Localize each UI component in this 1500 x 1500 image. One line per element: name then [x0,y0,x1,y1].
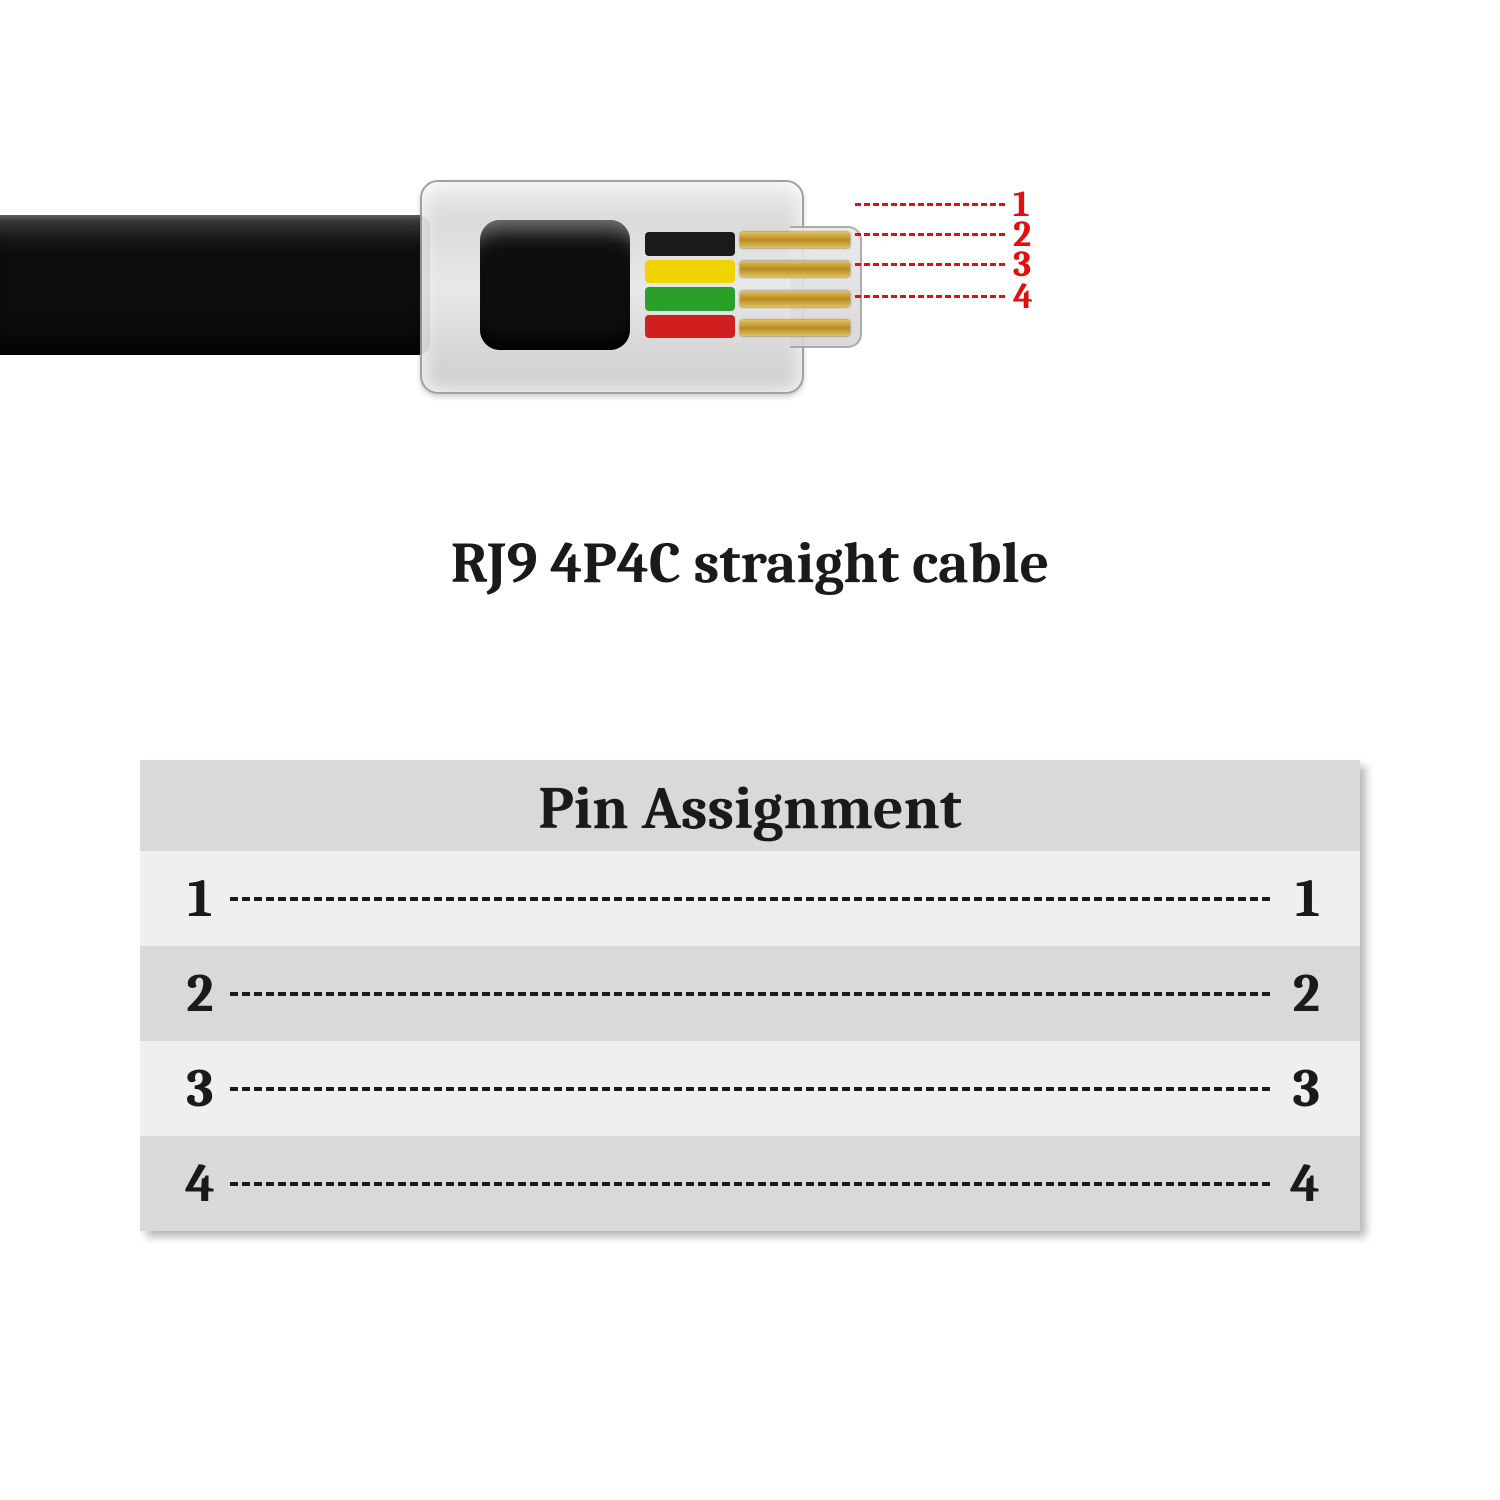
rj9-connector [420,180,850,390]
wire-4 [645,315,735,339]
gold-contacts [740,232,850,336]
pin-callout-label: 4 [1013,276,1033,317]
pin-connection-line [230,1182,1270,1186]
pin-leader [855,295,1005,298]
pin-left: 2 [180,962,220,1025]
pin-leader [855,203,1005,206]
pin-callout-1: 1 [855,190,1030,218]
pin-right: 2 [1280,962,1320,1025]
diagram-title: RJ9 4P4C straight cable [0,530,1500,597]
pin-leader [855,263,1005,266]
pin-connection-line [230,897,1270,901]
pin-left: 3 [180,1057,220,1120]
contact-3 [740,291,850,307]
pin-row-4: 4 4 [140,1136,1360,1231]
pin-callout-2: 2 [855,220,1031,248]
contact-2 [740,261,850,277]
connector-latch [480,220,630,350]
pin-left: 4 [180,1152,220,1215]
pin-right: 4 [1280,1152,1320,1215]
pin-row-2: 2 2 [140,946,1360,1041]
pin-assignment-table: Pin Assignment 1 1 2 2 3 3 4 4 [140,760,1360,1231]
wire-2 [645,260,735,284]
pin-connection-line [230,992,1270,996]
pin-leader [855,233,1005,236]
pin-callout-4: 4 [855,282,1033,310]
contact-1 [740,232,850,248]
table-header: Pin Assignment [140,760,1360,851]
wire-1 [645,232,735,256]
pin-left: 1 [180,867,220,930]
wire-3 [645,287,735,311]
pin-connection-line [230,1087,1270,1091]
cable-jacket [0,215,430,355]
pin-row-3: 3 3 [140,1041,1360,1136]
pin-right: 3 [1280,1057,1320,1120]
pin-row-1: 1 1 [140,851,1360,946]
wire-block [645,230,735,340]
pin-callout-3: 3 [855,250,1031,278]
connector-illustration [0,140,1500,440]
pin-right: 1 [1280,867,1320,930]
contact-4 [740,320,850,336]
